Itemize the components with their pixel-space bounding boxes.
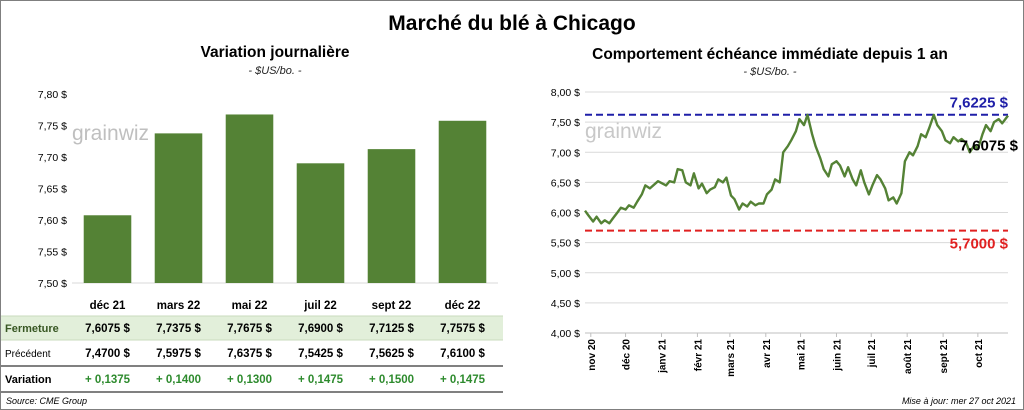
bar-category-label: juil 22 (303, 300, 337, 312)
line-y-tick-label: 7,00 $ (551, 147, 580, 159)
table-row-label: Fermeture (5, 323, 59, 335)
bar (296, 163, 345, 283)
bar-category-label: sept 22 (372, 300, 412, 312)
table-cell: 7,7675 $ (227, 323, 272, 335)
bar-category-label: mai 22 (232, 300, 268, 312)
table-cell: + 0,1500 (369, 374, 414, 386)
table-cell: 7,5425 $ (298, 348, 343, 360)
table-cell: + 0,1400 (156, 374, 201, 386)
update-note: Mise à jour: mer 27 oct 2021 (901, 396, 1016, 406)
watermark-left: grainwiz (72, 122, 149, 145)
line-y-tick-label: 6,00 $ (551, 208, 580, 220)
bar-y-tick-label: 7,70 $ (38, 152, 67, 164)
left-chart-unit: - $US/bo. - (248, 65, 302, 77)
line-x-tick-label: févr 21 (693, 339, 704, 372)
line-x-tick-label: oct 21 (974, 339, 985, 368)
price-line (584, 113, 1009, 225)
bar-category-label: mars 22 (157, 300, 200, 312)
line-x-tick-label: janv 21 (657, 339, 668, 374)
table-cell: + 0,1375 (85, 374, 131, 386)
fermeture-row-bg (1, 316, 503, 340)
source-note: Source: CME Group (6, 396, 88, 406)
watermark-right: grainwiz (585, 120, 662, 143)
bar-y-tick-label: 7,60 $ (38, 215, 67, 227)
line-x-tick-label: sept 21 (939, 339, 950, 374)
last-value-label: 7,6075 $ (960, 138, 1019, 155)
bar (83, 215, 132, 283)
table-cell: 7,7125 $ (369, 323, 414, 335)
table-cell: 7,6075 $ (85, 323, 130, 335)
bar-y-tick-label: 7,50 $ (38, 278, 67, 290)
bar (154, 133, 203, 283)
table-row-label: Précédent (5, 349, 51, 360)
table-cell: + 0,1475 (298, 374, 344, 386)
bar-category-label: déc 21 (90, 300, 126, 312)
line-x-tick-label: juil 21 (867, 339, 878, 369)
line-y-tick-label: 8,00 $ (551, 87, 580, 99)
table-cell: 7,6900 $ (298, 323, 343, 335)
bar-y-tick-label: 7,55 $ (38, 247, 67, 259)
table-row-label: Variation (5, 374, 52, 386)
table-cell: 7,6375 $ (227, 348, 272, 360)
table-cell: + 0,1300 (227, 374, 272, 386)
table-cell: + 0,1475 (440, 374, 486, 386)
table-cell: 7,7375 $ (156, 323, 201, 335)
line-y-tick-label: 4,00 $ (551, 328, 580, 340)
table-cell: 7,5625 $ (369, 348, 414, 360)
line-x-tick-label: avr 21 (762, 339, 773, 368)
line-y-tick-label: 7,50 $ (551, 117, 580, 129)
table-cell: 7,5975 $ (156, 348, 201, 360)
table-cell: 7,7575 $ (440, 323, 485, 335)
line-x-tick-label: nov 20 (587, 339, 598, 371)
high-value-label: 7,6225 $ (950, 95, 1009, 112)
bar (367, 149, 416, 283)
right-chart-unit: - $US/bo. - (743, 66, 797, 78)
line-x-tick-label: août 21 (903, 339, 914, 374)
table-cell: 7,4700 $ (85, 348, 130, 360)
left-chart-title: Variation journalière (200, 44, 350, 61)
bar-y-tick-label: 7,75 $ (38, 121, 67, 133)
line-y-tick-label: 5,50 $ (551, 238, 580, 250)
table-cell: 7,6100 $ (440, 348, 485, 360)
bar-category-label: déc 22 (445, 300, 481, 312)
bar (225, 114, 274, 283)
bar-y-tick-label: 7,65 $ (38, 184, 67, 196)
line-x-tick-label: juin 21 (832, 339, 843, 372)
bar (438, 120, 487, 284)
page-title: Marché du blé à Chicago (388, 12, 636, 35)
line-x-tick-label: mars 21 (726, 339, 737, 377)
low-value-label: 5,7000 $ (950, 236, 1009, 253)
right-chart-title: Comportement échéance immédiate depuis 1… (592, 46, 948, 63)
line-y-tick-label: 5,00 $ (551, 268, 580, 280)
line-y-tick-label: 4,50 $ (551, 298, 580, 310)
line-y-tick-label: 6,50 $ (551, 177, 580, 189)
line-x-tick-label: déc 20 (622, 339, 633, 371)
bar-y-tick-label: 7,80 $ (38, 89, 67, 101)
line-x-tick-label: mai 21 (797, 339, 808, 371)
